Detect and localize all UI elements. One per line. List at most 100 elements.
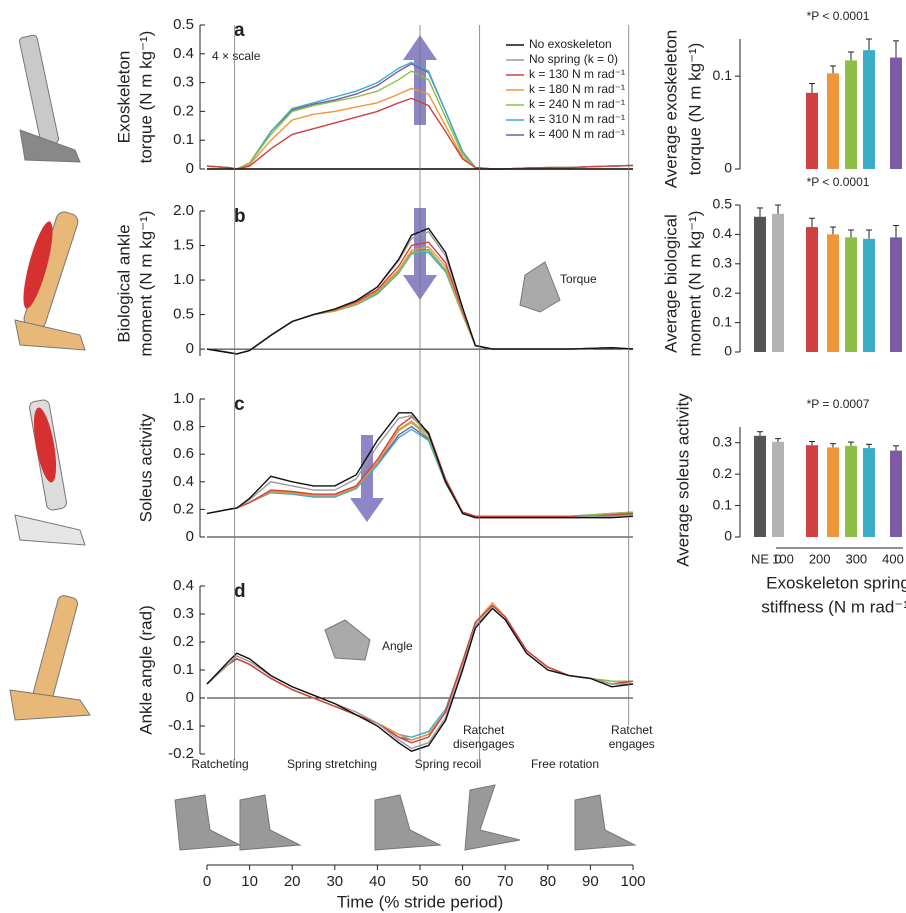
mechanism-2	[239, 794, 302, 851]
foot-d	[9, 689, 91, 721]
y-tick-label: 0.2	[173, 500, 194, 517]
x-tick-label: 20	[284, 873, 301, 890]
legend-label: No exoskeleton	[529, 37, 612, 51]
legend-label: k = 400 N m rad⁻¹	[529, 127, 625, 141]
y-tick-label: 0.3	[713, 433, 733, 449]
x-tick-label: 40	[369, 873, 386, 890]
bar	[754, 435, 766, 537]
x-tick-label: 100	[772, 551, 794, 566]
event-label: disengages	[453, 737, 514, 751]
x-tick-label: 50	[412, 873, 429, 890]
phase-label: Ratcheting	[191, 757, 248, 771]
y-tick-label: 0.3	[173, 74, 194, 91]
y-tick-label: 0.3	[173, 605, 194, 622]
x-tick-label: 70	[497, 873, 514, 890]
y-tick-label: 0	[724, 528, 732, 544]
phase-label: Spring recoil	[415, 757, 482, 771]
x-tick-label: 0	[203, 873, 211, 890]
bar	[806, 92, 818, 169]
y-tick-label: 0.4	[173, 577, 194, 594]
y-axis-label: Average biological	[661, 214, 680, 353]
panel-letter: b	[234, 206, 246, 227]
y-tick-label: 1.0	[173, 271, 194, 288]
x-tick-label: 100	[620, 873, 645, 890]
legend-label: k = 180 N m rad⁻¹	[529, 82, 625, 96]
y-axis-label: torque (N m kg⁻¹)	[136, 31, 155, 164]
bar	[827, 234, 839, 352]
x-tick-label: 10	[241, 873, 258, 890]
y-tick-label: 0.1	[173, 661, 194, 678]
y-tick-label: 0.1	[713, 496, 733, 512]
leg-d	[30, 595, 79, 710]
y-tick-label: 0.4	[173, 473, 194, 490]
event-label: Ratchet	[463, 723, 505, 737]
y-tick-label: 0.5	[173, 16, 194, 33]
y-tick-label: 1.0	[173, 390, 194, 407]
y-tick-label: 0.5	[713, 196, 733, 212]
y-tick-label: 0.2	[173, 633, 194, 650]
x-tick-label: 30	[326, 873, 343, 890]
bar	[863, 448, 875, 537]
y-tick-label: 0.6	[173, 445, 194, 462]
legend-label: k = 130 N m rad⁻¹	[529, 67, 625, 81]
bar	[890, 450, 902, 537]
x-tick-label: 0	[774, 551, 781, 566]
annotation: *P < 0.0001	[807, 175, 870, 189]
x-tick-label: 300	[845, 551, 867, 566]
x-tick-label: 400	[882, 551, 904, 566]
torque-icon	[519, 261, 561, 313]
y-axis-label: moment (N m kg⁻¹)	[136, 211, 155, 357]
y-tick-label: 2.0	[173, 202, 194, 219]
y-tick-label: 0.1	[713, 313, 733, 329]
mechanism-4	[464, 784, 521, 851]
bar	[863, 50, 875, 170]
y-axis-label: Soleus activity	[136, 413, 155, 522]
event-label: engages	[609, 737, 655, 751]
panel-letter: c	[234, 394, 245, 415]
y-tick-label: 0.8	[173, 418, 194, 435]
y-axis-label: Average exoskeleton	[661, 30, 680, 188]
y-tick-label: 0.4	[713, 225, 733, 241]
x-axis-label: Exoskeleton spring	[766, 573, 906, 592]
mechanism-5	[574, 794, 637, 851]
y-tick-label: 0.3	[713, 255, 733, 271]
foot-c	[14, 514, 86, 546]
x-tick-label: NE	[751, 551, 769, 566]
x-tick-label: 60	[454, 873, 471, 890]
y-tick-label: 0.2	[713, 465, 733, 481]
annotation: Angle	[382, 639, 413, 653]
bar	[806, 445, 818, 537]
y-tick-label: 0.4	[173, 45, 194, 62]
y-tick-label: 0.1	[173, 131, 194, 148]
y-tick-label: 0	[724, 343, 732, 359]
muscle-b	[23, 221, 53, 309]
bar	[754, 216, 766, 352]
mechanism-3	[374, 794, 442, 851]
foot-b	[14, 319, 86, 351]
x-tick-label: 80	[539, 873, 556, 890]
y-axis-label: moment (N m kg⁻¹)	[685, 211, 704, 357]
y-tick-label: 0.2	[713, 284, 733, 300]
y-axis-label: Biological ankle	[114, 224, 133, 342]
annotation: Torque	[560, 272, 597, 286]
y-tick-label: 0	[186, 689, 194, 706]
bar	[845, 237, 857, 352]
y-tick-label: 1.5	[173, 236, 194, 253]
bar	[827, 73, 839, 169]
event-label: Ratchet	[611, 723, 653, 737]
bar	[806, 227, 818, 352]
panel-letter: a	[234, 20, 245, 41]
y-axis-label: Exoskeleton	[114, 51, 133, 144]
y-tick-label: 0	[186, 528, 194, 545]
x-axis-label: Time (% stride period)	[337, 892, 504, 911]
y-tick-label: 0.2	[173, 102, 194, 119]
y-axis-label: torque (N m kg⁻¹)	[685, 43, 704, 176]
angle-icon	[324, 619, 371, 661]
y-tick-label: 0	[186, 340, 194, 357]
bar	[845, 445, 857, 537]
bar	[890, 57, 902, 170]
exo-leg-a	[19, 34, 60, 146]
bar	[827, 447, 839, 537]
annotation: *P < 0.0001	[807, 9, 870, 23]
